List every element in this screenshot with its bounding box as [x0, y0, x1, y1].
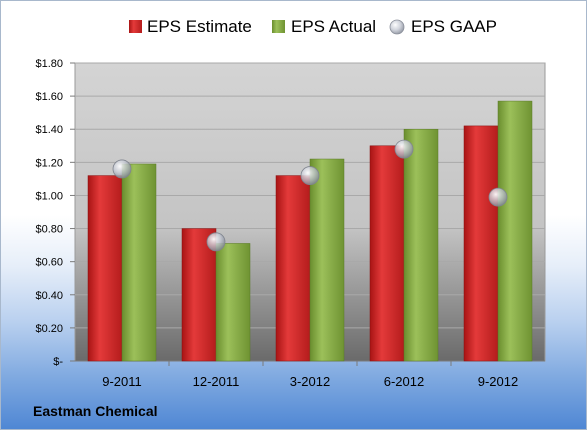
legend-swatch-gaap [389, 19, 405, 35]
marker-eps-gaap [300, 166, 320, 185]
y-tick-label: $1.00 [35, 190, 63, 202]
y-tick-label: $- [53, 356, 63, 368]
x-category-label: 9-2012 [478, 374, 518, 389]
legend-swatch-estimate [129, 20, 142, 33]
y-tick-label: $1.80 [35, 58, 63, 70]
bar-eps-actual [497, 100, 533, 362]
bar-eps-actual [121, 163, 157, 362]
y-tick-label: $0.60 [35, 257, 63, 269]
x-axis: 9-2011 12-2011 3-2012 6-2012 9-2012 [102, 361, 518, 389]
bar-eps-estimate [369, 145, 405, 362]
x-category-label: 12-2011 [193, 374, 240, 389]
legend-label-estimate: EPS Estimate [147, 17, 252, 36]
bar-eps-estimate [181, 228, 217, 362]
legend-swatch-actual [272, 20, 285, 33]
company-name: Eastman Chemical [33, 403, 158, 419]
y-tick-label: $0.40 [35, 290, 63, 302]
legend: EPS Estimate EPS Actual EPS GAAP [129, 17, 497, 36]
x-category-label: 3-2012 [290, 374, 330, 389]
bar-eps-actual [215, 243, 251, 362]
gaap-markers [112, 139, 508, 252]
legend-label-actual: EPS Actual [291, 17, 376, 36]
bar-eps-actual [309, 158, 345, 362]
marker-eps-gaap [488, 187, 508, 207]
bar-eps-estimate [87, 175, 123, 362]
bar-eps-actual [403, 128, 439, 362]
y-tick-label: $1.20 [35, 157, 63, 169]
y-tick-label: $1.40 [35, 124, 63, 136]
x-category-label: 6-2012 [384, 374, 424, 389]
bar-eps-estimate [463, 125, 499, 362]
marker-eps-gaap [394, 139, 414, 159]
x-category-label: 9-2011 [102, 374, 142, 389]
bar-eps-estimate [275, 175, 311, 362]
y-tick-label: $0.80 [35, 224, 63, 236]
marker-eps-gaap [206, 232, 226, 252]
bars [87, 100, 533, 362]
y-tick-label: $1.60 [35, 91, 63, 103]
legend-label-gaap: EPS GAAP [411, 17, 497, 36]
y-tick-label: $0.20 [35, 323, 63, 335]
marker-eps-gaap [112, 159, 132, 179]
